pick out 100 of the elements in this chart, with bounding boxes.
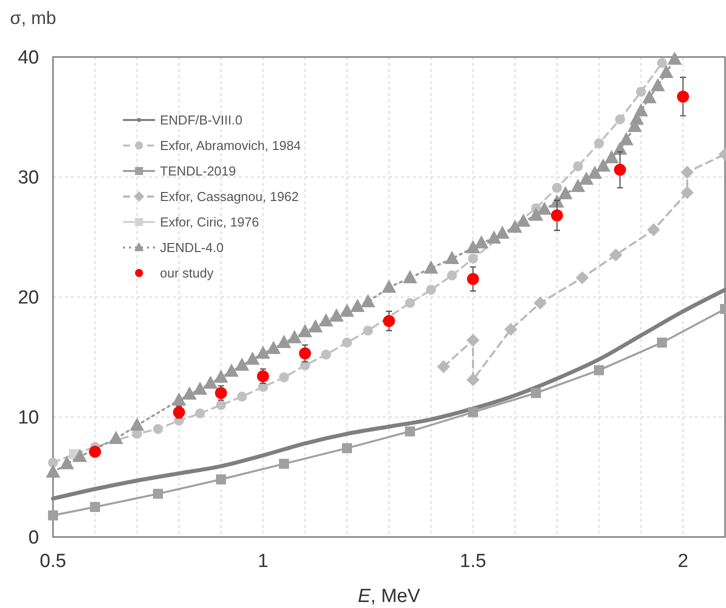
y-tick-label: 0: [28, 528, 39, 549]
legend-label: JENDL-4.0: [160, 240, 224, 256]
point: [531, 388, 541, 398]
y-tick-label: 20: [18, 288, 39, 309]
point: [287, 330, 302, 344]
legend-label: ENDF/B-VIII.0: [160, 112, 242, 128]
y-tick-label: 30: [18, 168, 39, 189]
point: [680, 166, 694, 179]
point: [468, 407, 478, 418]
point: [528, 208, 544, 221]
point: [551, 209, 563, 222]
point: [667, 52, 682, 65]
legend-label: TENDL-2019: [160, 164, 236, 179]
point: [650, 78, 665, 92]
point: [60, 456, 74, 470]
point: [604, 150, 619, 164]
point: [382, 280, 396, 293]
y-tick-label: 40: [18, 48, 39, 69]
legend-label: our study: [160, 266, 214, 281]
point: [609, 248, 622, 262]
point: [615, 114, 625, 124]
point: [279, 458, 289, 469]
point: [216, 474, 226, 484]
point: [447, 270, 457, 280]
point: [360, 294, 376, 308]
legend-label: Exfor, Ciric, 1976: [160, 214, 259, 230]
point: [363, 326, 373, 336]
point: [172, 392, 186, 406]
legend-label: Exfor, Abramovich, 1984: [160, 138, 301, 154]
point: [636, 86, 646, 97]
point: [342, 338, 352, 348]
point: [552, 182, 562, 193]
point: [72, 448, 88, 462]
point: [276, 334, 292, 348]
point: [182, 386, 197, 400]
point: [214, 370, 228, 383]
point: [516, 214, 531, 227]
x-tick-label: 0.5: [40, 551, 66, 572]
point: [266, 340, 281, 354]
point: [299, 347, 311, 360]
point: [594, 365, 604, 376]
point: [537, 202, 552, 215]
point: [46, 464, 60, 478]
x-tick-label: 1.5: [460, 551, 486, 572]
point: [680, 186, 694, 200]
point: [573, 161, 583, 172]
point: [192, 382, 208, 395]
point: [466, 334, 480, 347]
point: [256, 346, 270, 359]
point: [647, 223, 660, 236]
x-axis-title: E, MeV: [358, 586, 420, 607]
point: [596, 158, 610, 172]
point: [570, 178, 586, 192]
point: [308, 319, 323, 332]
point: [130, 418, 144, 431]
y-tick-label: 10: [18, 408, 39, 429]
point: [245, 352, 260, 365]
point: [437, 360, 450, 374]
point: [340, 304, 354, 317]
point: [298, 324, 312, 338]
point: [588, 166, 602, 179]
point: [318, 313, 334, 326]
point: [426, 284, 436, 295]
point: [383, 315, 395, 327]
point: [504, 322, 518, 336]
point: [153, 424, 163, 434]
point: [468, 254, 478, 264]
point: [234, 358, 250, 371]
point: [279, 372, 289, 382]
point: [576, 271, 589, 284]
point: [495, 226, 510, 239]
point: [108, 430, 124, 444]
x-tick-label: 2: [678, 551, 688, 572]
point: [424, 260, 438, 274]
point: [659, 64, 674, 78]
point: [467, 273, 479, 285]
point: [579, 172, 594, 185]
point: [657, 58, 667, 68]
point: [444, 250, 460, 264]
point: [342, 443, 352, 454]
point: [48, 458, 58, 468]
point: [642, 90, 657, 104]
point: [474, 235, 489, 248]
point: [534, 296, 547, 310]
point: [329, 308, 344, 322]
point: [48, 510, 58, 520]
point: [321, 350, 331, 360]
point: [466, 373, 480, 386]
legend-label: Exfor, Cassagnou, 1962: [160, 189, 299, 204]
point: [634, 103, 648, 116]
point: [614, 164, 626, 176]
point: [594, 138, 604, 148]
point: [402, 270, 418, 284]
point: [657, 338, 667, 348]
point: [619, 132, 634, 146]
point: [90, 502, 100, 512]
point: [486, 230, 502, 244]
point: [224, 364, 239, 377]
point: [89, 446, 101, 458]
point: [405, 298, 415, 308]
